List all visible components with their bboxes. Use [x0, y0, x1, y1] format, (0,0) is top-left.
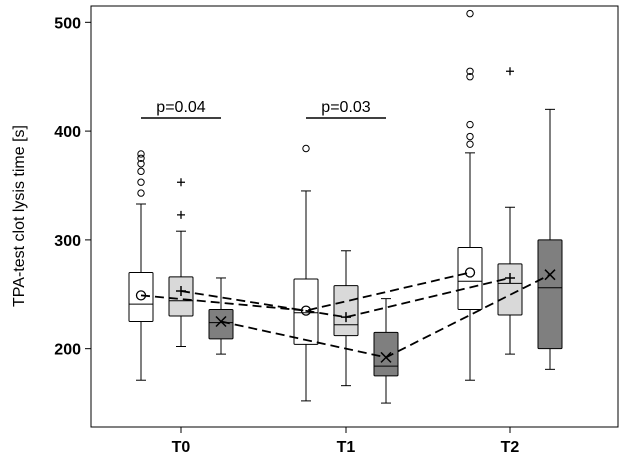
x-tick-label: T0: [172, 439, 191, 456]
mean-marker: [544, 269, 556, 281]
box-T1: [333, 250, 359, 387]
y-tick-label: 500: [54, 15, 81, 32]
mean-marker: [505, 272, 515, 283]
outlier-point: [466, 132, 474, 141]
outlier-point: [137, 178, 145, 186]
outlier-point: [466, 73, 474, 81]
box-iqr: [333, 285, 359, 337]
box-iqr: [457, 247, 483, 311]
box-series: [128, 9, 563, 404]
y-tick-label: 300: [54, 233, 81, 250]
box-T0: [208, 277, 234, 355]
box-T1: [373, 298, 399, 404]
box-iqr: [208, 309, 234, 340]
outlier-point: [137, 160, 145, 168]
box-T0: [168, 178, 194, 347]
outlier-point: [137, 167, 145, 176]
y-axis-title: TPA-test clot lysis time [s]: [11, 125, 28, 307]
box-iqr: [537, 239, 563, 350]
p-value-label: p=0.03: [321, 99, 370, 116]
outlier-point: [466, 120, 474, 129]
mean-trend-line-group-3: [220, 273, 551, 359]
x-axis: T0 T1 T2: [172, 427, 520, 456]
outlier-point: [466, 67, 474, 75]
box-iqr: [168, 276, 194, 317]
outlier-point: [137, 189, 145, 197]
x-tick-label: T2: [501, 439, 520, 456]
significance-annotations: p=0.04 p=0.03: [141, 99, 386, 119]
outlier-point: [506, 67, 514, 76]
box-T2: [537, 108, 563, 370]
y-tick-label: 200: [54, 342, 81, 359]
y-tick-label: 400: [54, 124, 81, 141]
box-iqr: [497, 263, 523, 316]
mean-marker: [215, 315, 227, 328]
box-T2: [497, 67, 523, 355]
mean-marker: [464, 267, 476, 278]
outlier-point: [137, 154, 145, 162]
outlier-point: [302, 144, 310, 153]
x-tick-label: T1: [337, 439, 356, 456]
box-iqr: [128, 272, 154, 322]
box-T0: [128, 150, 154, 381]
outlier-point: [177, 210, 185, 219]
box-T1: [293, 144, 319, 402]
plot-frame: [90, 5, 619, 428]
outlier-point: [177, 178, 185, 187]
mean-trend-lines: [140, 271, 551, 359]
box-iqr: [373, 331, 399, 377]
outlier-point: [137, 150, 145, 158]
box-T2: [457, 9, 483, 381]
y-axis: 200 300 400 500: [54, 15, 91, 359]
outlier-point: [466, 140, 474, 148]
p-value-label: p=0.04: [156, 99, 205, 116]
outlier-point: [466, 9, 474, 18]
